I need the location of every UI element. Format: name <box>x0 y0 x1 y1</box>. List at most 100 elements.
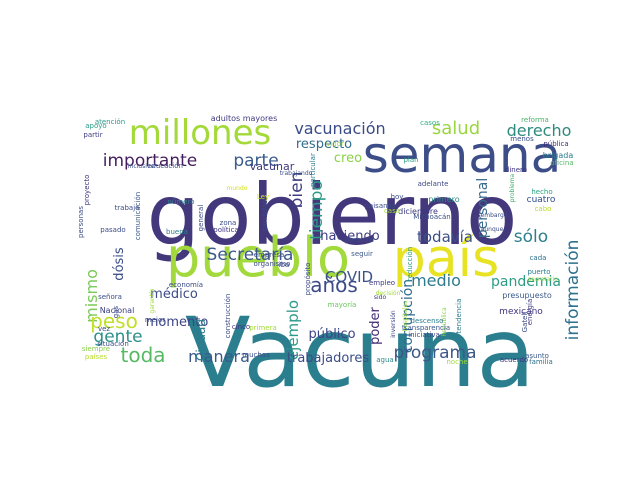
cloud-word: pasado <box>100 226 125 234</box>
cloud-word: medio <box>411 271 461 290</box>
cloud-word: situación <box>97 340 129 348</box>
cloud-word: Ciudad <box>194 319 208 361</box>
cloud-word: garantía <box>149 288 156 313</box>
cloud-word: atención <box>95 118 125 126</box>
cloud-word: peso <box>90 309 138 333</box>
cloud-word: tiempo <box>307 180 327 240</box>
cloud-word: vacunar <box>250 160 295 173</box>
cloud-word: primero <box>428 195 459 204</box>
cloud-word: vacunación <box>294 119 385 138</box>
cloud-word: mundo <box>227 185 248 192</box>
cloud-word: diciembre <box>398 207 438 216</box>
cloud-word: trabajando <box>280 170 313 177</box>
cloud-word: primera <box>249 324 277 332</box>
cloud-word: decisión <box>376 290 401 297</box>
cloud-word: parte <box>233 151 278 171</box>
cloud-word: presupuesto <box>502 291 552 300</box>
cloud-word: trabajo <box>115 204 140 212</box>
cloud-word: todavía <box>417 228 473 246</box>
cloud-word: mexicano <box>499 307 543 317</box>
cloud-word: dósis <box>112 247 127 281</box>
cloud-word: aunque <box>481 226 504 233</box>
cloud-word: candidato <box>261 197 269 232</box>
cloud-word: vigor <box>326 140 344 148</box>
cloud-word: corrupción <box>400 279 416 353</box>
cloud-word: economía <box>169 281 203 289</box>
cloud-word: gobierno <box>147 166 518 264</box>
cloud-word: país <box>393 229 499 289</box>
cloud-word: asunto <box>525 352 549 360</box>
cloud-word: momento <box>146 315 209 330</box>
cloud-word: Michoacán <box>413 213 450 221</box>
cloud-word: señora <box>98 293 122 301</box>
cloud-word: inversión <box>390 310 397 338</box>
cloud-word: apoyo <box>85 122 106 130</box>
cloud-word: gente <box>93 327 142 347</box>
cloud-word: sólo <box>514 227 548 247</box>
cloud-word: muchas <box>242 351 270 359</box>
cloud-word: cinco <box>232 323 250 331</box>
cloud-word: proyecto <box>83 175 91 206</box>
cloud-word: familia <box>529 358 553 366</box>
cloud-word: pública <box>543 140 568 148</box>
cloud-word: personas <box>77 206 85 238</box>
cloud-word: tendencia <box>455 299 463 334</box>
cloud-word: oficina <box>550 159 573 167</box>
cloud-word: propósito <box>304 263 312 296</box>
cloud-word: poder <box>368 306 383 344</box>
cloud-word: acuerdo <box>500 356 528 364</box>
cloud-word: Vacuna <box>185 297 535 409</box>
cloud-word: energía <box>526 299 534 325</box>
cloud-word: zona <box>220 219 237 227</box>
cloud-word: Gatell <box>521 312 529 333</box>
cloud-word: persona <box>345 236 373 244</box>
cloud-word: COVID <box>325 268 373 286</box>
cloud-word: hoy <box>391 193 404 201</box>
cloud-word: sido <box>374 294 387 301</box>
cloud-word: ejemplo <box>284 300 302 360</box>
cloud-word: brigada <box>543 151 574 160</box>
cloud-word: iba <box>279 261 290 269</box>
cloud-word: vez <box>98 325 110 333</box>
cloud-word: creo <box>334 151 362 166</box>
cloud-word: personal <box>475 178 491 238</box>
cloud-word: general <box>197 205 205 232</box>
cloud-word: cada <box>530 254 547 262</box>
cloud-word: inclusive <box>128 163 155 170</box>
cloud-word: plan <box>403 156 418 164</box>
cloud-word: secretario <box>528 276 558 283</box>
cloud-word: mejor <box>145 316 165 324</box>
cloud-word: construcción <box>224 294 232 339</box>
cloud-word: seguir <box>351 250 373 258</box>
cloud-word: educación <box>147 162 183 170</box>
cloud-word: adultos mayores <box>211 114 278 123</box>
cloud-word: millones <box>129 113 271 153</box>
cloud-word: Nacional <box>100 306 135 315</box>
cloud-word: hospitales <box>402 301 409 332</box>
cloud-word: Secretaría <box>207 245 294 265</box>
cloud-word: gas <box>112 305 120 318</box>
cloud-word: trabajadores <box>287 351 369 366</box>
cloud-word: descenso <box>411 317 444 325</box>
cloud-word: Ley <box>257 193 269 201</box>
cloud-word: iniciativa <box>408 331 440 339</box>
cloud-word: menos <box>510 135 534 143</box>
cloud-word: cuatro <box>527 195 556 205</box>
cloud-word: toda <box>120 343 165 367</box>
cloud-word: manera <box>188 347 250 366</box>
cloud-word: reforma <box>521 116 549 124</box>
cloud-word: importante <box>103 151 197 171</box>
cloud-word: dinero <box>505 166 527 174</box>
cloud-word: mayoría <box>328 301 357 309</box>
cloud-word: países <box>85 353 108 361</box>
cloud-word: noche <box>446 358 467 366</box>
cloud-word: información <box>563 240 583 341</box>
cloud-word: particular <box>309 153 317 187</box>
cloud-word: pandemia <box>491 274 561 290</box>
cloud-word: empleo <box>369 279 395 287</box>
cloud-word: cabo <box>535 205 552 213</box>
cloud-word: empresa <box>254 251 285 259</box>
cloud-word: público <box>308 327 355 342</box>
cloud-word: siempre <box>82 345 110 353</box>
